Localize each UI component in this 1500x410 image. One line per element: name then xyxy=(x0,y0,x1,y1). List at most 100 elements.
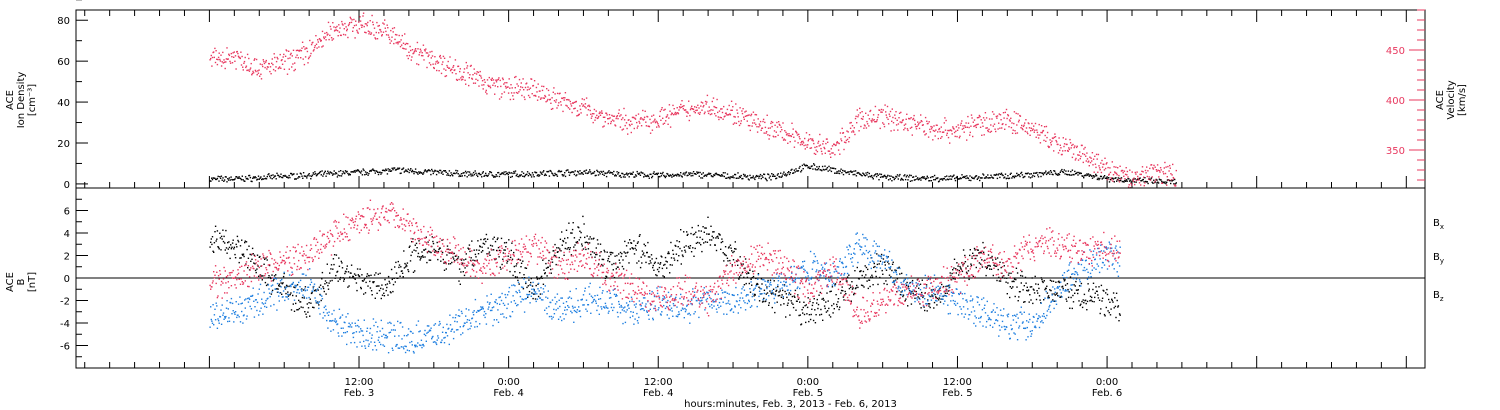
velocity-series-point xyxy=(211,65,213,67)
ion-density-series-point xyxy=(859,173,862,176)
by-series-point xyxy=(216,327,219,329)
velocity-series-point xyxy=(748,114,750,116)
velocity-series-point xyxy=(683,105,685,107)
by-series-point xyxy=(228,317,230,319)
top-y2-tick-label: 450 xyxy=(1386,46,1405,57)
ion-density-series-point xyxy=(619,174,621,177)
ion-density-series-point xyxy=(929,180,931,182)
bx-series-point xyxy=(875,275,877,278)
by-series-point xyxy=(327,327,329,329)
by-series-point xyxy=(404,345,406,347)
ion-density-series-point xyxy=(900,177,903,180)
velocity-series-point xyxy=(390,40,393,42)
bx-series-point xyxy=(1032,302,1034,305)
bx-series-point xyxy=(607,260,609,262)
ion-density-series-point xyxy=(861,175,863,177)
velocity-series-point xyxy=(882,109,884,111)
velocity-series-point xyxy=(541,85,543,87)
velocity-series-point xyxy=(1126,170,1129,173)
velocity-series-point xyxy=(315,43,318,45)
velocity-series-point xyxy=(1085,155,1087,157)
velocity-series-point xyxy=(619,115,621,117)
bx-series-point xyxy=(882,273,884,275)
bx-series-point xyxy=(265,257,267,259)
bottom-y-tick-label: 4 xyxy=(64,229,70,240)
velocity-series-point xyxy=(349,22,351,24)
bx-series-point xyxy=(360,286,362,289)
bx-series-point xyxy=(700,230,702,232)
ion-density-series-point xyxy=(864,175,866,177)
ion-density-series-point xyxy=(912,176,914,178)
velocity-series-point xyxy=(489,85,491,87)
velocity-series-point xyxy=(1114,171,1116,173)
velocity-series-point xyxy=(441,63,443,66)
bx-series-point xyxy=(264,258,266,260)
bx-series-point xyxy=(965,267,967,269)
bx-series-point xyxy=(1086,300,1089,303)
bx-series-point xyxy=(252,253,254,255)
ion-density-series-point xyxy=(569,172,571,174)
bx-series-point xyxy=(644,255,646,257)
velocity-series-point xyxy=(474,72,476,74)
ion-density-series-point xyxy=(978,176,980,178)
velocity-series-point xyxy=(1043,126,1046,128)
bx-series-point xyxy=(799,314,801,316)
bx-series-point xyxy=(1000,266,1002,269)
velocity-series-point xyxy=(1021,124,1023,127)
velocity-series-point xyxy=(1141,170,1143,172)
bx-series-point xyxy=(1114,297,1116,299)
bx-series-point xyxy=(268,264,271,267)
bx-series-point xyxy=(514,271,516,273)
ion-density-series-point xyxy=(1120,177,1123,179)
velocity-series-point xyxy=(981,134,983,136)
ion-density-series-point xyxy=(720,175,722,177)
ion-density-series-point xyxy=(1090,174,1092,177)
velocity-series-point xyxy=(1027,132,1029,135)
bx-series-point xyxy=(788,299,790,301)
bx-series-point xyxy=(544,272,546,275)
ion-density-series-point xyxy=(977,177,979,179)
velocity-series-point xyxy=(752,122,754,124)
ion-density-series-point xyxy=(437,170,439,173)
bx-series-point xyxy=(624,240,626,243)
velocity-series-point xyxy=(794,140,796,142)
ion-density-series-point xyxy=(253,177,256,179)
ion-density-series-point xyxy=(1123,181,1125,183)
ion-density-series-point xyxy=(327,172,330,174)
by-series-point xyxy=(415,324,418,326)
ion-density-series-point xyxy=(378,171,380,174)
bx-series-point xyxy=(292,303,294,305)
ion-density-series-point xyxy=(416,172,418,174)
velocity-series-point xyxy=(259,75,261,77)
by-series-point xyxy=(339,316,342,318)
ion-density-series-point xyxy=(1106,177,1108,179)
velocity-series-point xyxy=(320,39,322,42)
bx-series-point xyxy=(654,261,656,263)
ion-density-series-point xyxy=(652,172,654,175)
velocity-series-point xyxy=(736,109,738,111)
ion-density-series-point xyxy=(970,179,972,182)
velocity-series-point xyxy=(724,115,726,117)
ion-density-series-point xyxy=(544,173,546,175)
bx-series-point xyxy=(988,264,990,267)
velocity-series-point xyxy=(367,30,370,32)
bx-series-point xyxy=(630,242,633,244)
velocity-series-point xyxy=(904,123,907,125)
velocity-series-point xyxy=(219,60,222,62)
velocity-series-point xyxy=(924,116,927,119)
bx-series-point xyxy=(819,291,821,294)
by-series-point xyxy=(434,341,436,343)
velocity-series-point xyxy=(637,125,639,127)
ion-density-series-point xyxy=(1095,173,1097,176)
ion-density-series-point xyxy=(773,175,775,177)
bx-series-point xyxy=(665,260,667,262)
bx-series-point xyxy=(794,289,797,292)
bx-series-point xyxy=(1034,275,1036,278)
velocity-series-point xyxy=(401,34,403,37)
ion-density-series-point xyxy=(650,173,652,175)
ion-density-series-point xyxy=(853,170,855,172)
velocity-series-point xyxy=(730,100,733,102)
bx-series-point xyxy=(666,261,668,263)
velocity-series-point xyxy=(703,104,705,107)
ion-density-series-point xyxy=(400,172,402,174)
